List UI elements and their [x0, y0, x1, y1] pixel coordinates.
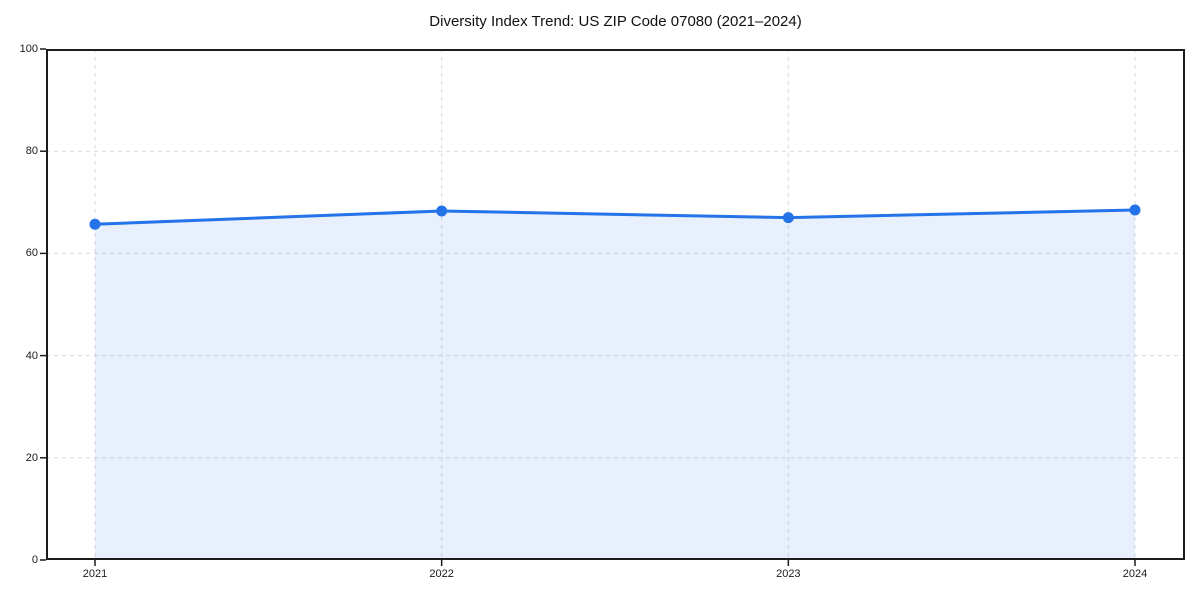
trend-line — [93, 208, 1137, 226]
data-point — [1129, 204, 1141, 216]
x-tick-label: 2021 — [82, 568, 108, 580]
chart-title: Diversity Index Trend: US ZIP Code 07080… — [429, 13, 802, 30]
y-tick-label: 80 — [25, 145, 38, 158]
data-point — [436, 205, 448, 217]
y-tick-label: 100 — [19, 43, 38, 55]
plot-area — [40, 48, 1185, 566]
line-chart — [40, 48, 1185, 566]
y-tick-label: 20 — [25, 451, 38, 464]
data-point — [782, 212, 794, 224]
plot-frame — [46, 49, 1185, 560]
area-fill — [95, 209, 1135, 560]
x-tick-label: 2024 — [1122, 568, 1148, 580]
data-point — [89, 218, 101, 230]
y-tick-label: 0 — [31, 554, 38, 566]
x-tick-label: 2022 — [429, 568, 454, 580]
y-tick-label: 60 — [25, 247, 38, 260]
x-tick-label: 2023 — [776, 568, 801, 580]
y-tick-label: 40 — [25, 349, 38, 362]
